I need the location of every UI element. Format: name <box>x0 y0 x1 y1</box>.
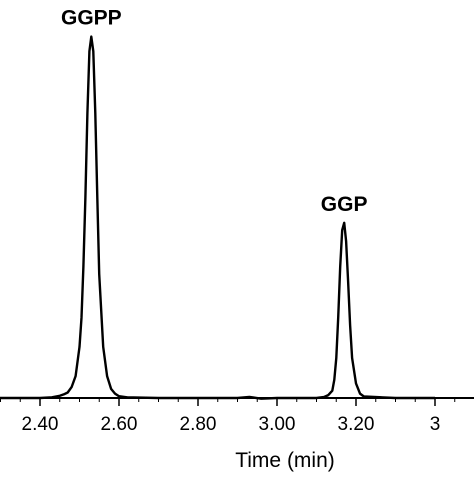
chromatogram-trace <box>0 35 435 400</box>
x-tick-label: 2.60 <box>101 414 138 435</box>
peak-label-ggpp: GGPP <box>61 7 122 30</box>
axes-layer: 2.40 2.60 2.80 3.00 3.20 3 <box>0 397 474 435</box>
x-axis-title: Time (min) <box>235 449 335 472</box>
x-tick-label: 2.40 <box>22 414 59 435</box>
peak-label-ggp: GGP <box>321 193 368 216</box>
x-tick-label: 3 <box>430 414 441 435</box>
x-tick-label: 2.80 <box>180 414 217 435</box>
x-tick-label: 3.20 <box>338 414 375 435</box>
labels-layer: GGPP GGP <box>61 7 367 216</box>
series-layer <box>0 35 435 400</box>
x-tick-label: 3.00 <box>259 414 296 435</box>
